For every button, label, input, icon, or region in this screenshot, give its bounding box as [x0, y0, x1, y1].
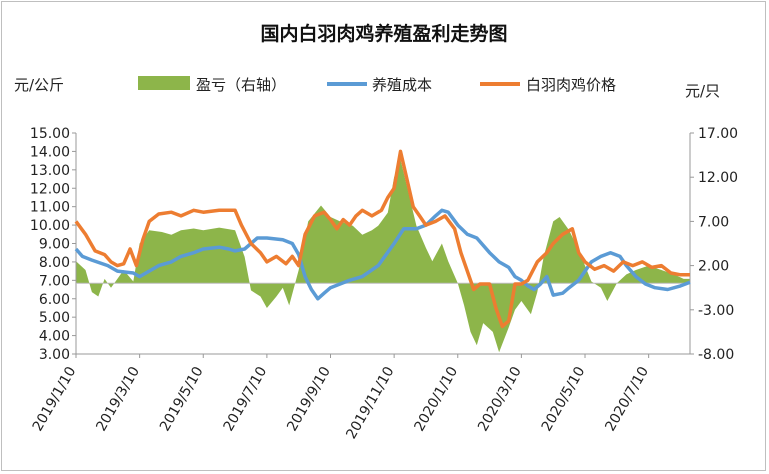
right-tick-label: 7.00 — [698, 214, 729, 230]
x-tick-label: 2020/5/10 — [539, 364, 589, 434]
right-axis-unit: 元/只 — [685, 82, 720, 100]
right-tick-label: 2.00 — [698, 259, 729, 275]
legend-swatch-profit — [138, 76, 190, 90]
right-tick-label: -3.00 — [698, 303, 734, 319]
right-tick-label: 17.00 — [698, 126, 738, 142]
x-tick-label: 2019/7/10 — [221, 364, 271, 434]
series-profit-area — [76, 159, 690, 353]
right-tick-label: 12.00 — [698, 170, 738, 186]
tick-label-layer: 3.00 4.00 5.00 6.00 7.00 8.00 9.00 10.00 11.00 12… — [30, 126, 738, 442]
left-tick-label: 6.00 — [39, 292, 70, 308]
left-tick-label: 15.00 — [30, 126, 70, 142]
x-tick-label: 2019/3/10 — [93, 364, 143, 434]
left-tick-label: 9.00 — [39, 237, 70, 253]
legend-label-cost: 养殖成本 — [372, 76, 432, 94]
left-tick-label: 5.00 — [39, 310, 70, 326]
legend-label-price: 白羽肉鸡价格 — [526, 76, 616, 94]
left-axis-unit: 元/公斤 — [14, 76, 64, 94]
left-tick-label: 10.00 — [30, 218, 70, 234]
profit-area-layer — [76, 159, 690, 353]
x-tick-label: 2020/3/10 — [475, 364, 525, 434]
left-tick-label: 13.00 — [30, 163, 70, 179]
x-tick-label: 2019/11/10 — [343, 364, 397, 442]
x-tick-label: 2019/9/10 — [284, 364, 334, 434]
x-tick-label: 2020/7/10 — [602, 364, 652, 434]
x-tick-label: 2020/1/10 — [411, 364, 461, 434]
left-tick-label: 14.00 — [30, 144, 70, 160]
left-tick-label: 7.00 — [39, 273, 70, 289]
left-tick-label: 8.00 — [39, 255, 70, 271]
chart-title: 国内白羽肉鸡养殖盈利走势图 — [260, 22, 507, 45]
legend-label-profit: 盈亏（右轴） — [196, 76, 286, 94]
x-tick-label: 2019/5/10 — [157, 364, 207, 434]
legend: 盈亏（右轴） 养殖成本 白羽肉鸡价格 — [138, 76, 616, 94]
line-layer — [74, 149, 691, 329]
axis-layer — [72, 132, 694, 358]
right-tick-label: -8.00 — [698, 347, 734, 363]
left-tick-label: 12.00 — [30, 181, 70, 197]
left-tick-label: 4.00 — [39, 329, 70, 345]
left-tick-label: 3.00 — [39, 347, 70, 363]
x-tick-label: 2019/1/10 — [30, 364, 80, 434]
left-tick-label: 11.00 — [30, 200, 70, 216]
series-price-line — [74, 149, 690, 329]
series-cost-line — [74, 208, 691, 301]
